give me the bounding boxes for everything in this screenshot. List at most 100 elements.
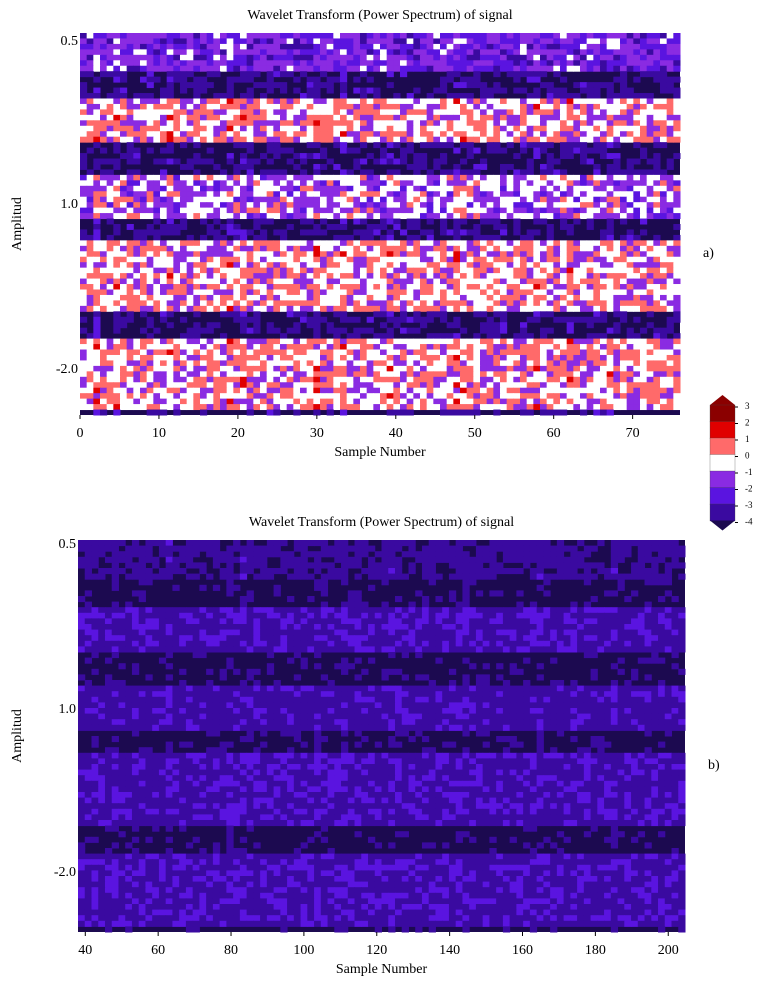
heatmap-cell	[420, 164, 427, 170]
heatmap-cell	[113, 197, 120, 203]
heatmap-cell	[593, 257, 600, 263]
heatmap-cell	[340, 104, 347, 110]
heatmap-cell	[347, 191, 354, 197]
heatmap-cell	[260, 350, 267, 356]
heatmap-cell	[120, 137, 127, 143]
heatmap-cell	[560, 191, 567, 197]
heatmap-cell	[193, 328, 200, 334]
heatmap-cell	[140, 235, 147, 241]
heatmap-cell	[547, 262, 554, 268]
heatmap-cell	[573, 344, 580, 350]
heatmap-cell	[480, 257, 487, 263]
heatmap-cell	[633, 38, 640, 44]
heatmap-cell	[180, 279, 187, 285]
heatmap-cell	[107, 235, 114, 241]
heatmap-cell	[327, 382, 334, 388]
heatmap-cell	[153, 208, 160, 214]
heatmap-cell	[180, 219, 187, 225]
heatmap-cell	[273, 66, 280, 72]
heatmap-cell	[227, 153, 234, 159]
heatmap-cell	[540, 360, 547, 366]
heatmap-cell	[407, 388, 414, 394]
heatmap-cell	[527, 295, 534, 301]
heatmap-cell	[307, 393, 314, 399]
heatmap-cell	[240, 104, 247, 110]
heatmap-cell	[413, 350, 420, 356]
heatmap-cell	[213, 322, 220, 328]
heatmap-cell	[480, 306, 487, 312]
heatmap-cell	[647, 355, 654, 361]
heatmap-cell	[240, 229, 247, 235]
heatmap-cell	[147, 333, 154, 339]
heatmap-cell	[127, 371, 134, 377]
heatmap-cell	[473, 49, 480, 55]
heatmap-cell	[107, 377, 114, 383]
heatmap-cell	[627, 197, 634, 203]
heatmap-cell	[520, 104, 527, 110]
heatmap-cell	[387, 240, 394, 246]
heatmap-cell	[427, 311, 434, 317]
heatmap-cell	[440, 219, 447, 225]
heatmap-cell	[667, 175, 674, 181]
heatmap-cell	[267, 251, 274, 257]
heatmap-cell	[153, 344, 160, 350]
heatmap-cell	[127, 120, 134, 126]
heatmap-cell	[267, 322, 274, 328]
heatmap-cell	[500, 175, 507, 181]
heatmap-cell	[547, 344, 554, 350]
heatmap-cell	[147, 71, 154, 77]
heatmap-cell	[333, 284, 340, 290]
heatmap-cell	[487, 33, 494, 39]
heatmap-cell	[233, 360, 240, 366]
heatmap-cell	[247, 268, 254, 274]
heatmap-cell	[387, 219, 394, 225]
heatmap-cell	[453, 257, 460, 263]
heatmap-cell	[433, 191, 440, 197]
heatmap-cell	[447, 339, 454, 345]
heatmap-cell	[167, 66, 174, 72]
heatmap-cell	[647, 295, 654, 301]
heatmap-cell	[187, 289, 194, 295]
heatmap-cell	[167, 355, 174, 361]
heatmap-cell	[213, 393, 220, 399]
heatmap-cell	[127, 38, 134, 44]
heatmap-cell	[173, 120, 180, 126]
heatmap-cell	[233, 344, 240, 350]
heatmap-cell	[160, 60, 167, 66]
heatmap-cell	[613, 377, 620, 383]
heatmap-cell	[473, 377, 480, 383]
heatmap-cell	[260, 268, 267, 274]
heatmap-cell	[153, 306, 160, 312]
heatmap-cell	[380, 295, 387, 301]
heatmap-cell	[427, 93, 434, 99]
heatmap-cell	[180, 344, 187, 350]
heatmap-cell	[120, 88, 127, 94]
heatmap-cell	[580, 382, 587, 388]
heatmap-cell	[353, 393, 360, 399]
heatmap-cell	[147, 186, 154, 192]
heatmap-cell	[480, 279, 487, 285]
heatmap-cell	[600, 82, 607, 88]
heatmap-cell	[227, 224, 234, 230]
heatmap-cell	[540, 300, 547, 306]
heatmap-cell	[460, 240, 467, 246]
heatmap-cell	[547, 382, 554, 388]
heatmap-cell	[140, 246, 147, 252]
heatmap-cell	[220, 169, 227, 175]
heatmap-cell	[380, 213, 387, 219]
heatmap-cell	[587, 284, 594, 290]
heatmap-cell	[607, 279, 614, 285]
heatmap-cell	[460, 344, 467, 350]
heatmap-cell	[313, 224, 320, 230]
heatmap-cell	[640, 289, 647, 295]
heatmap-cell	[300, 213, 307, 219]
heatmap-cell	[287, 191, 294, 197]
heatmap-cell	[393, 284, 400, 290]
heatmap-cell	[313, 164, 320, 170]
heatmap-cell	[513, 191, 520, 197]
heatmap-cell	[540, 38, 547, 44]
heatmap-cell	[613, 197, 620, 203]
heatmap-cell	[113, 273, 120, 279]
heatmap-cell	[333, 344, 340, 350]
heatmap-cell	[567, 295, 574, 301]
